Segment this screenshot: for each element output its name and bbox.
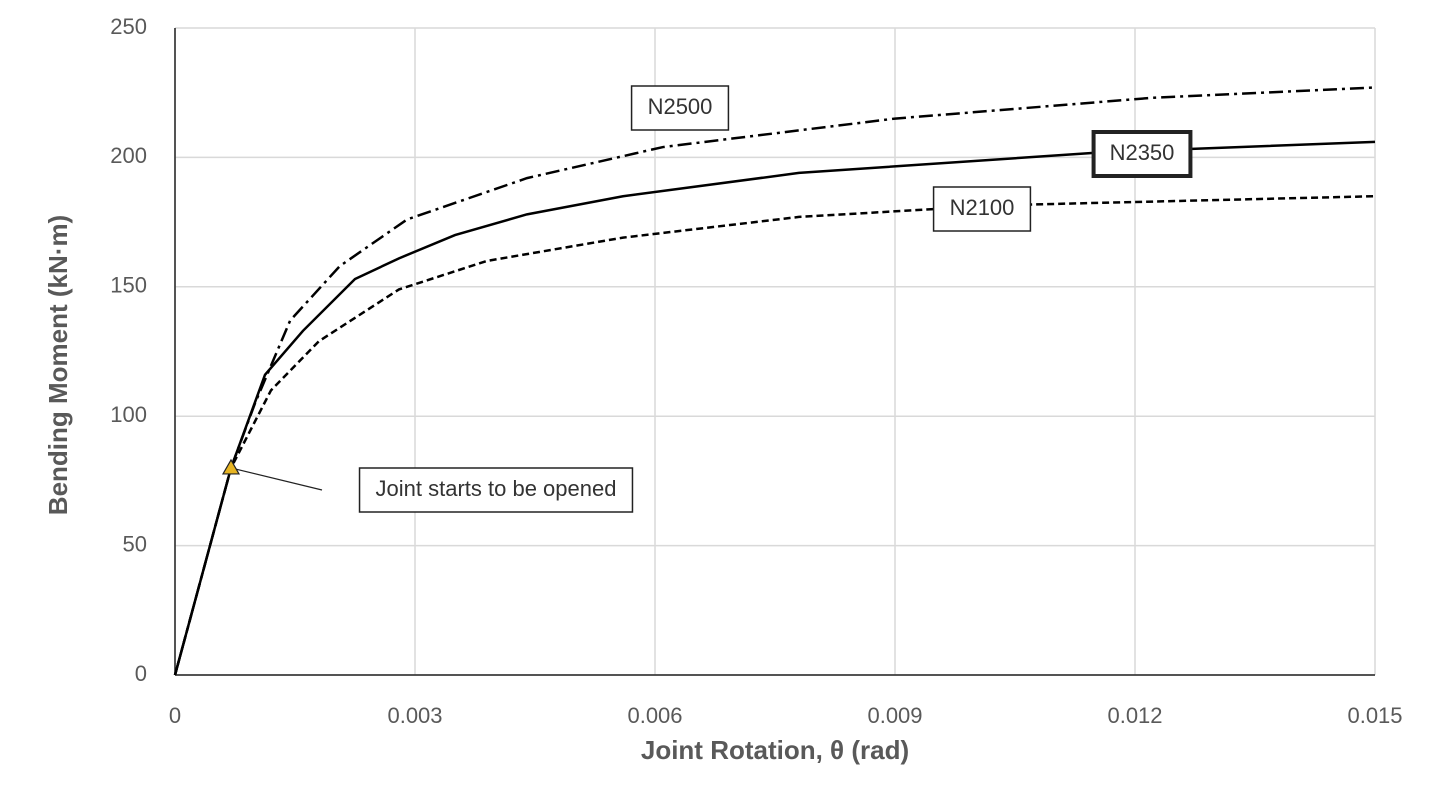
x-tick-label: 0.012 [1107,703,1162,728]
annotation-marker [221,458,241,475]
series-label-box [630,85,730,131]
y-tick-label: 150 [110,273,147,298]
annotation-text: Joint starts to be opened [376,476,617,501]
x-axis-title: Joint Rotation, θ (rad) [641,735,909,765]
series-label-box [1091,130,1193,178]
y-tick-label: 100 [110,402,147,427]
series-line [173,140,1376,676]
series-label: N2350 [1110,140,1175,165]
annotation-box [358,467,634,513]
x-tick-label: 0 [169,703,181,728]
y-tick-label: 0 [135,661,147,686]
series-line [173,194,1376,676]
series-label-box [932,186,1032,232]
x-tick-label: 0.003 [387,703,442,728]
x-tick-label: 0.009 [867,703,922,728]
x-tick-label: 0.006 [627,703,682,728]
y-tick-label: 250 [110,14,147,39]
y-axis-title: Bending Moment (kN·m) [43,215,73,515]
series-label: N2100 [950,195,1015,220]
annotation-leader [230,467,323,491]
y-tick-label: 200 [110,143,147,168]
series-label: N2500 [648,94,713,119]
y-tick-label: 50 [123,531,147,556]
series-line [173,86,1376,676]
x-tick-label: 0.015 [1347,703,1402,728]
